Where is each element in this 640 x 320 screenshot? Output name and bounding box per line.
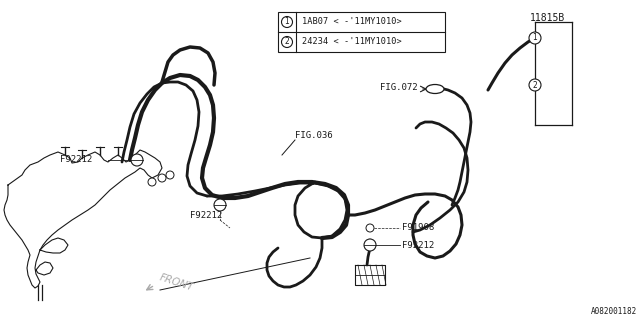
Circle shape [166,171,174,179]
Ellipse shape [426,84,444,93]
Circle shape [529,79,541,91]
Text: FIG.072: FIG.072 [380,84,418,92]
Circle shape [364,239,376,251]
Text: F91908: F91908 [402,223,435,233]
Circle shape [282,17,292,28]
Circle shape [214,199,226,211]
Text: 2: 2 [532,81,538,90]
Text: 11815B: 11815B [530,13,565,23]
Circle shape [158,174,166,182]
Text: 1: 1 [285,18,289,27]
Circle shape [529,32,541,44]
Text: F92212: F92212 [60,156,92,164]
Text: 1: 1 [532,34,538,43]
Circle shape [131,154,143,166]
Text: FRONT: FRONT [158,273,195,293]
Circle shape [148,178,156,186]
Text: FIG.036: FIG.036 [295,132,333,140]
Text: F92212: F92212 [190,211,222,220]
Text: A082001182: A082001182 [591,307,637,316]
Circle shape [282,36,292,47]
Text: 2: 2 [285,37,289,46]
Text: 24234 < -'11MY1010>: 24234 < -'11MY1010> [302,37,402,46]
Text: F92212: F92212 [402,241,435,250]
Circle shape [366,224,374,232]
Text: 1AB07 < -'11MY1010>: 1AB07 < -'11MY1010> [302,18,402,27]
Bar [278,12,445,52]
